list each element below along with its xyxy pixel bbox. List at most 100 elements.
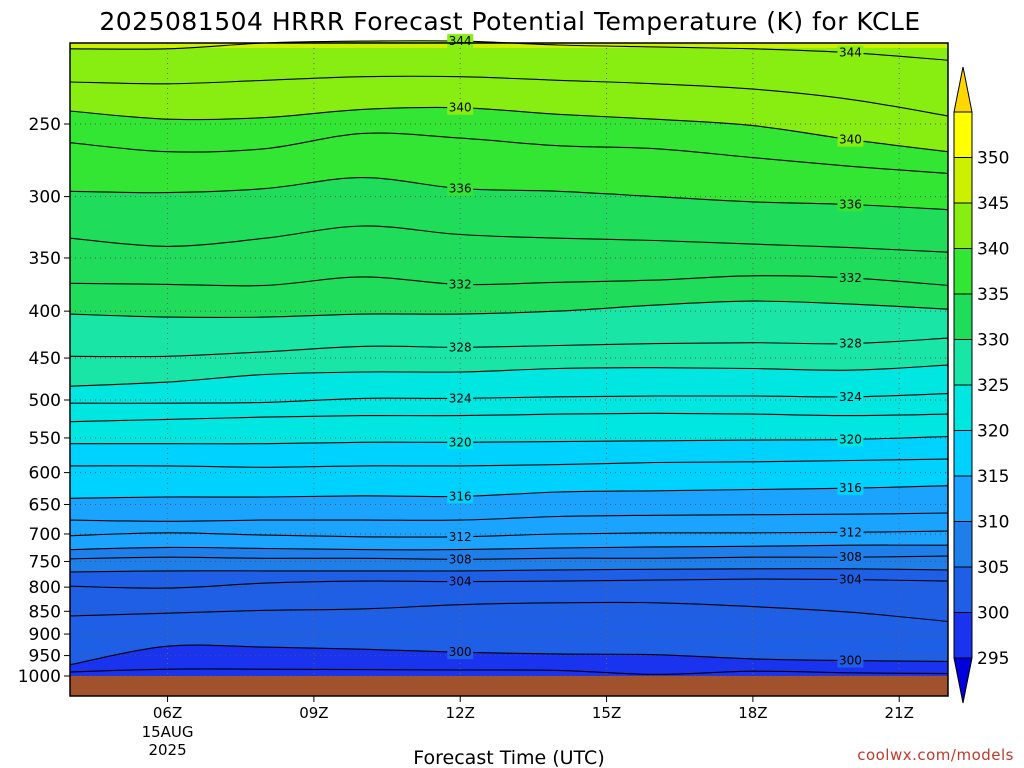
- colorbar-segment: [953, 339, 973, 386]
- plot-frame: [69, 42, 949, 697]
- contour-label-bg: [837, 197, 864, 212]
- contour-label-bg: [837, 572, 864, 587]
- y-tick-label-650: 650: [29, 495, 61, 515]
- contour-label-332: 332: [449, 277, 472, 291]
- colorbar-segment: [953, 248, 973, 295]
- contour-label-bg: [447, 34, 474, 49]
- contour-label-bg: [837, 653, 864, 668]
- contour-label-bg: [837, 432, 864, 447]
- contour-label-312: 312: [839, 525, 862, 539]
- pressure-axis: 250 300 350 400 450 500 550 600 650 700 750 800 850 9…: [18, 115, 70, 687]
- colorbar-label-320: 320: [977, 422, 1009, 442]
- isentrope-328: [69, 337, 949, 358]
- isentrope-330: [69, 300, 949, 319]
- contour-label-344: 344: [449, 34, 472, 48]
- contour-label-bg: [837, 45, 864, 60]
- contour-label-324: 324: [449, 391, 472, 405]
- contour-label-bg: [447, 435, 474, 450]
- isentrope-324: [69, 393, 949, 404]
- isentrope-334: [69, 225, 949, 253]
- contour-label-bg: [447, 489, 474, 504]
- isentrope-326: [69, 364, 949, 387]
- contour-label-324: 324: [839, 390, 862, 404]
- colorbar-segment: [953, 475, 973, 522]
- isentrope-304: [69, 578, 949, 589]
- x-tick-label-15Z: 15Z: [592, 704, 621, 722]
- colorbar-label-300: 300: [977, 604, 1009, 624]
- contour-label-340: 340: [449, 101, 472, 115]
- contour-label-bg: [837, 270, 864, 285]
- contour-label-340: 340: [839, 133, 862, 147]
- contour-label-bg: [837, 550, 864, 565]
- contour-label-336: 336: [839, 197, 862, 211]
- y-tick-label-850: 850: [29, 602, 61, 622]
- colorbar-segment: [953, 111, 973, 158]
- colorbar-label-350: 350: [977, 149, 1009, 169]
- colorbar-label-310: 310: [977, 513, 1009, 533]
- contour-label-bg: [837, 132, 864, 147]
- contour-label-332: 332: [839, 271, 862, 285]
- y-tick-label-300: 300: [29, 188, 61, 208]
- x-tick-label-06Z: 06Z: [153, 704, 182, 722]
- x-tick-label-21Z: 21Z: [885, 704, 914, 722]
- colorbar-label-325: 325: [977, 376, 1009, 396]
- x-date-line1: 15AUG: [142, 723, 194, 741]
- y-tick-label-400: 400: [29, 302, 61, 322]
- colorbar-segment: [953, 566, 973, 613]
- colorbar-label-295: 295: [977, 649, 1009, 669]
- contour-label-316: 316: [449, 489, 472, 503]
- isentrope-342: [69, 75, 949, 117]
- y-tick-label-450: 450: [29, 349, 61, 369]
- colorbar-extend-top: [953, 66, 973, 113]
- contour-label-320: 320: [449, 435, 472, 449]
- y-tick-label-500: 500: [29, 391, 61, 411]
- contour-label-312: 312: [449, 530, 472, 544]
- contour-label-bg: [837, 481, 864, 496]
- y-tick-label-750: 750: [29, 552, 61, 572]
- contour-label-bg: [447, 340, 474, 355]
- isentrope-318: [69, 458, 949, 468]
- contour-label-bg: [447, 100, 474, 115]
- isentrope-336: [69, 177, 949, 211]
- y-tick-label-950: 950: [29, 647, 61, 667]
- contour-label-304: 304: [839, 573, 862, 587]
- contour-label-bg: [447, 277, 474, 292]
- colorbar-segment: [953, 157, 973, 204]
- contour-label-300: 300: [839, 654, 862, 668]
- colorbar-label-345: 345: [977, 194, 1009, 214]
- colorbar-extend-bottom: [953, 657, 973, 704]
- contour-label-336: 336: [449, 182, 472, 196]
- colorbar-segment: [953, 384, 973, 431]
- isentrope-302: [69, 601, 949, 623]
- contour-label-308: 308: [839, 550, 862, 564]
- y-tick-label-250: 250: [29, 115, 61, 135]
- isentrope-308: [69, 555, 949, 560]
- colorbar-label-315: 315: [977, 467, 1009, 487]
- x-tick-label-12Z: 12Z: [446, 704, 475, 722]
- contour-label-344: 344: [839, 46, 862, 60]
- chart-title: 2025081504 HRRR Forecast Potential Tempe…: [99, 7, 920, 36]
- isentrope-340: [69, 106, 949, 153]
- contour-label-bg: [447, 552, 474, 567]
- contour-label-328: 328: [839, 337, 862, 351]
- x-date-line2: 2025: [148, 741, 186, 759]
- contour-label-bg: [447, 391, 474, 406]
- isentrope-298: [69, 668, 949, 675]
- potential-temperature-fill: [69, 40, 949, 697]
- x-axis-title: Forecast Time (UTC): [413, 747, 604, 768]
- contour-label-bg: [447, 529, 474, 544]
- colorbar-label-340: 340: [977, 240, 1009, 260]
- isentrope-306: [69, 568, 949, 573]
- isentrope-312: [69, 530, 949, 538]
- x-tick-label-09Z: 09Z: [299, 704, 328, 722]
- isentrope-310: [69, 544, 949, 551]
- isentrope-332: [69, 275, 949, 287]
- contour-label-bg: [837, 336, 864, 351]
- isentrope-316: [69, 485, 949, 499]
- y-tick-label-800: 800: [29, 578, 61, 598]
- contour-label-bg: [447, 574, 474, 589]
- y-tick-label-550: 550: [29, 429, 61, 449]
- contour-label-328: 328: [449, 340, 472, 354]
- contour-label-bg: [447, 181, 474, 196]
